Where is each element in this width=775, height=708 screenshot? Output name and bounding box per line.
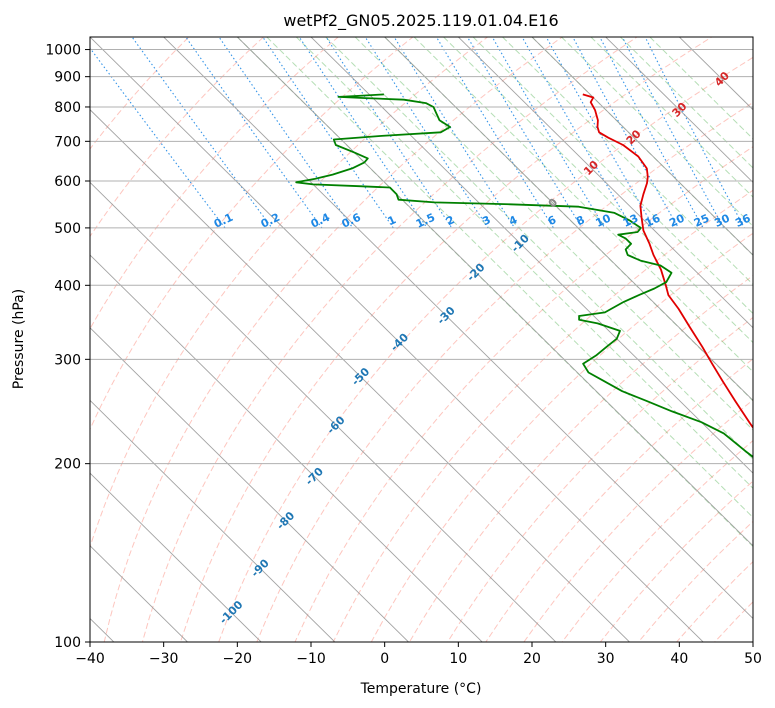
moist-adiabat-line [266,37,753,519]
skew-isotherm-line [90,37,704,642]
dewpoint-profile-line [295,93,753,459]
skew-isotherm-line [457,37,753,329]
dry-adiabat-line [90,37,265,238]
x-tick-label: 20 [523,651,541,667]
skew-isotherm-line [163,37,753,620]
moist-adiabat-line [413,37,753,373]
x-tick-label: −30 [149,651,179,667]
thermodynamic-background-lines [90,37,753,642]
skew-isotherm-line [90,181,557,642]
dry-adiabat-line [370,232,753,642]
x-tick-label: 30 [597,651,615,667]
y-tick-label: 1000 [45,43,81,59]
y-tick-label: 300 [54,352,81,368]
plot-frame [89,36,754,643]
skew-isotherm-line [90,254,483,642]
mixing-ratio-label: 10 [594,211,614,229]
y-tick-label: 600 [54,174,81,190]
y-tick-label: 100 [54,635,81,651]
skew-isotherm-line [90,327,410,642]
temperature-profile-line [582,93,753,430]
moist-adiabat-line [325,37,753,460]
mixing-ratio-label: 13 [621,212,640,230]
dry-adiabat-line [103,37,564,642]
y-tick-label: 700 [54,134,81,150]
y-tick-label: 200 [54,457,81,473]
y-tick-label: 400 [54,278,81,294]
y-axis-label: Pressure (hPa) [11,289,27,389]
chart-title: wetPf2_GN05.2025.119.01.04.E16 [283,11,558,31]
dry-adiabat-line [332,189,753,642]
x-tick-label: −40 [75,651,105,667]
mixing-ratio-label: 20 [667,211,687,229]
plot-background [90,37,753,642]
skew-isotherm-line [90,545,189,642]
dry-adiabat-line [256,101,753,642]
axis-ticks: −40 −30 −20 −10 0 10 20 30 40 50 100 200 300 400 500 60… [45,43,762,667]
y-tick-label: 800 [54,100,81,116]
moist-adiabat-line [502,37,753,286]
skew-isotherm-line [310,37,753,474]
moist-adiabat-line [590,37,753,198]
x-tick-label: 50 [744,651,762,667]
dry-adiabat-line [179,37,713,642]
skew-isotherm-line [605,37,753,183]
moist-adiabat-line [472,37,753,315]
dry-adiabat-line [90,37,489,549]
skew-isotherm-line [384,37,753,402]
x-tick-label: 40 [670,651,688,667]
x-axis-label: Temperature (°C) [360,681,482,697]
skew-isotherm-line [531,37,753,256]
dry-adiabat-line [141,37,638,642]
x-tick-label: 10 [449,651,467,667]
mixing-ratio-label: 30 [712,211,732,229]
dry-adiabat-line [294,146,753,642]
y-tick-label: 900 [54,70,81,86]
dry-adiabat-line [90,37,339,330]
moist-adiabat-line [295,37,753,490]
x-tick-label: −10 [296,651,326,667]
mixing-ratio-label: 16 [643,211,663,229]
skew-isotherm-line [90,109,631,642]
mixing-ratio-label: 25 [692,212,711,230]
dry-adiabat-line [218,56,753,642]
x-tick-label: −20 [223,651,253,667]
x-tick-label: 0 [380,651,389,667]
sounding-profiles [295,93,753,459]
dry-adiabat-line [90,37,190,150]
dry-adiabat-line [447,316,753,642]
moist-adiabat-line [561,37,753,227]
moist-adiabat-line [620,37,753,169]
skew-isotherm-line [90,472,262,642]
y-tick-label: 500 [54,221,81,237]
dry-adiabat-line [90,37,414,431]
moist-adiabat-line [649,37,753,140]
skew-isotherm-line [90,399,336,642]
moist-adiabat-line [443,37,753,344]
moist-adiabat-line [354,37,753,431]
skew-isotherm-line [236,37,753,547]
mixing-ratio-label: 36 [733,211,753,229]
